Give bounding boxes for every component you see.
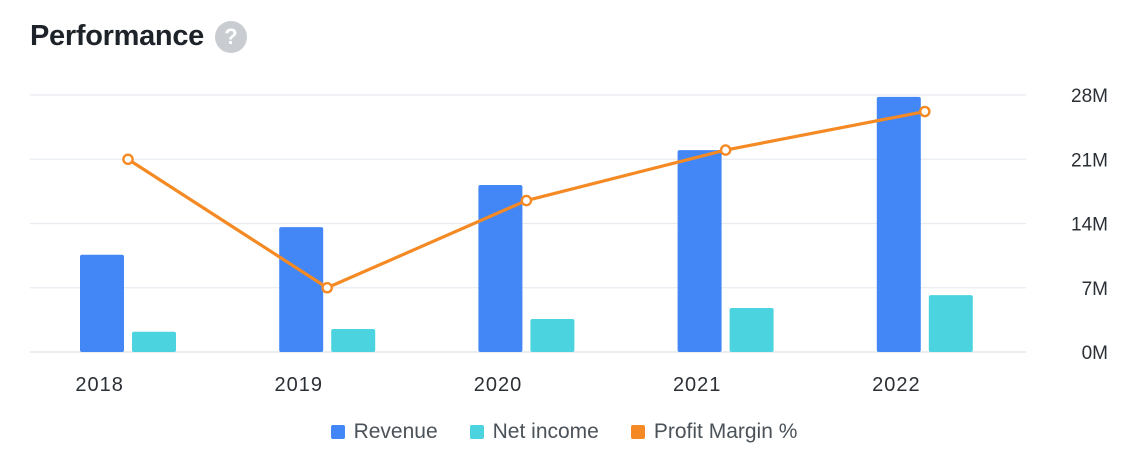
chart-legend: Revenue Net income Profit Margin % <box>0 420 1128 444</box>
help-icon[interactable]: ? <box>215 20 247 53</box>
x-tick-label: 2022 <box>872 374 921 396</box>
legend-item-net-income[interactable]: Net income <box>469 420 599 444</box>
legend-label: Profit Margin % <box>653 420 798 443</box>
x-tick-label: 2019 <box>275 374 324 396</box>
profit-margin-point[interactable] <box>520 194 533 207</box>
legend-label: Revenue <box>353 420 438 443</box>
legend-label: Net income <box>492 420 599 443</box>
legend-swatch <box>330 425 345 439</box>
profit-margin-point[interactable] <box>122 153 134 166</box>
bar-revenue[interactable] <box>677 150 722 352</box>
y-tick-label: 0M <box>1082 343 1108 364</box>
x-tick-label: 2021 <box>673 374 722 396</box>
y-tick-label: 7M <box>1082 279 1108 300</box>
bar-net-income[interactable] <box>331 329 376 352</box>
performance-chart: 0M 7M 14M 21M 28M 2018 2019 2020 2021 2022 <box>30 86 1108 396</box>
bar-net-income[interactable] <box>928 295 973 352</box>
y-tick-label: 14M <box>1071 215 1108 236</box>
x-tick-label: 2018 <box>75 374 124 396</box>
bar-revenue[interactable] <box>80 254 124 352</box>
y-tick-label: 21M <box>1071 150 1108 171</box>
bar-net-income[interactable] <box>132 331 176 352</box>
x-tick-label: 2020 <box>474 374 523 396</box>
legend-item-profit-margin[interactable]: Profit Margin % <box>630 420 798 444</box>
bar-net-income[interactable] <box>729 307 774 352</box>
legend-swatch <box>469 425 484 439</box>
legend-swatch <box>630 425 645 439</box>
profit-margin-point[interactable] <box>719 144 732 156</box>
profit-margin-point[interactable] <box>321 281 334 294</box>
bar-revenue[interactable] <box>478 184 523 352</box>
bar-revenue[interactable] <box>279 227 324 352</box>
profit-margin-point[interactable] <box>919 105 931 118</box>
chart-header: Performance ? <box>30 20 247 53</box>
y-tick-label: 28M <box>1071 86 1108 107</box>
bar-net-income[interactable] <box>530 318 575 352</box>
chart-title: Performance <box>30 20 204 52</box>
legend-item-revenue[interactable]: Revenue <box>330 420 438 444</box>
bar-revenue[interactable] <box>876 96 921 352</box>
